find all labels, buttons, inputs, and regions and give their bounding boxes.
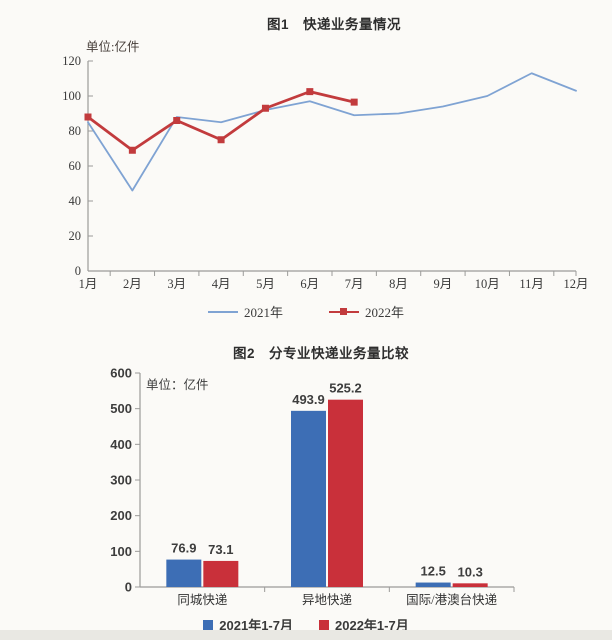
series-marker-2022年: [173, 117, 181, 124]
chart1-x-tick-label: 10月: [475, 277, 500, 291]
series-marker-2022年: [217, 136, 225, 144]
chart1-x-tick-label: 9月: [434, 277, 453, 291]
line-marker-swatch-icon: [329, 308, 359, 315]
chart2-legend-label-2022: 2022年1-7月: [335, 618, 409, 633]
chart2-legend: 2021年1-7月 2022年1-7月: [0, 615, 612, 634]
square-swatch-icon: [203, 619, 214, 630]
chart1-x-tick-label: 8月: [389, 277, 408, 291]
chart2-y-tick-label: 500: [110, 401, 132, 416]
chart2-y-tick-label: 0: [125, 580, 132, 595]
chart2-y-tick-label: 100: [110, 544, 132, 559]
series-line-2021年: [87, 72, 577, 192]
bar-2022年1-7月-同城快递: [203, 560, 239, 587]
chart2-y-tick-label: 200: [110, 508, 132, 523]
bar-value-label: 525.2: [329, 381, 362, 396]
bar-value-label: 10.3: [458, 564, 483, 579]
bar-2021年1-7月-国际/港澳台快递: [415, 582, 451, 587]
series-marker-2022年: [350, 98, 358, 106]
chart1-x-tick-label: 2月: [123, 277, 142, 291]
line-swatch-icon: [207, 310, 238, 313]
chart2-legend-item-2022: 2022年1-7月: [319, 615, 409, 634]
chart1-legend: 2021年 2022年: [0, 302, 612, 321]
chart2-title: 图2 分专业快递业务量比较: [232, 346, 409, 361]
series-marker-2022年: [261, 104, 269, 112]
chart1-unit-label: 单位:亿件: [86, 40, 140, 54]
chart2-legend-label-2021: 2021年1-7月: [219, 618, 293, 633]
chart1-x-tick-label: 6月: [300, 277, 319, 291]
chart1-y-tick-label: 60: [69, 159, 82, 173]
series-marker-2022年: [84, 113, 92, 121]
chart1-y-tick-label: 80: [69, 124, 82, 138]
bar-2022年1-7月-国际/港澳台快递: [452, 583, 488, 587]
chart2-category-label: 国际/港澳台快递: [406, 592, 497, 607]
square-swatch-icon: [319, 619, 329, 630]
bar-2022年1-7月-异地快递: [328, 399, 363, 587]
chart2-y-tick-label: 400: [110, 437, 132, 452]
chart1-y-tick-label: 100: [62, 89, 81, 103]
chart1-x-tick-label: 3月: [167, 277, 186, 291]
chart1-legend-item-2021: 2021年: [207, 302, 283, 321]
bar-value-label: 73.1: [208, 542, 233, 557]
series-marker-2022年: [128, 146, 136, 154]
chart1-legend-item-2022: 2022年: [329, 302, 404, 321]
series-marker-2022年: [306, 88, 314, 96]
bar-2021年1-7月-同城快递: [166, 559, 202, 587]
chart1-title: 图1 快递业务量情况: [266, 17, 401, 32]
chart1-legend-label-2021: 2021年: [243, 305, 283, 320]
chart1-x-tick-label: 7月: [345, 277, 364, 291]
chart1-x-tick-label: 11月: [519, 277, 544, 291]
chart1-y-tick-label: 20: [69, 229, 82, 243]
bar-2021年1-7月-异地快递: [291, 410, 326, 587]
bar-value-label: 76.9: [171, 541, 196, 556]
chart2-category-label: 异地快递: [302, 593, 353, 607]
chart1-y-tick-label: 0: [75, 264, 81, 278]
chart1-legend-label-2022: 2022年: [365, 305, 405, 320]
chart2-category-label: 同城快递: [177, 593, 228, 607]
chart2-unit-label: 单位：亿件: [146, 378, 209, 392]
bar-value-label: 493.9: [292, 392, 325, 407]
square-marker-icon: [340, 308, 347, 315]
chart2-y-tick-label: 300: [110, 473, 132, 488]
chart2-y-tick-label: 600: [110, 366, 132, 381]
page-bottom-strip: [0, 630, 612, 640]
chart1-x-tick-label: 1月: [79, 277, 98, 291]
chart1-x-tick-label: 4月: [212, 277, 231, 291]
chart2-legend-item-2021: 2021年1-7月: [203, 615, 293, 634]
bar-value-label: 12.5: [421, 564, 446, 579]
chart1-y-tick-label: 120: [62, 54, 81, 68]
chart1-x-tick-label: 12月: [563, 277, 588, 291]
chart1-y-tick-label: 40: [69, 194, 82, 208]
chart1-x-tick-label: 5月: [256, 277, 275, 291]
